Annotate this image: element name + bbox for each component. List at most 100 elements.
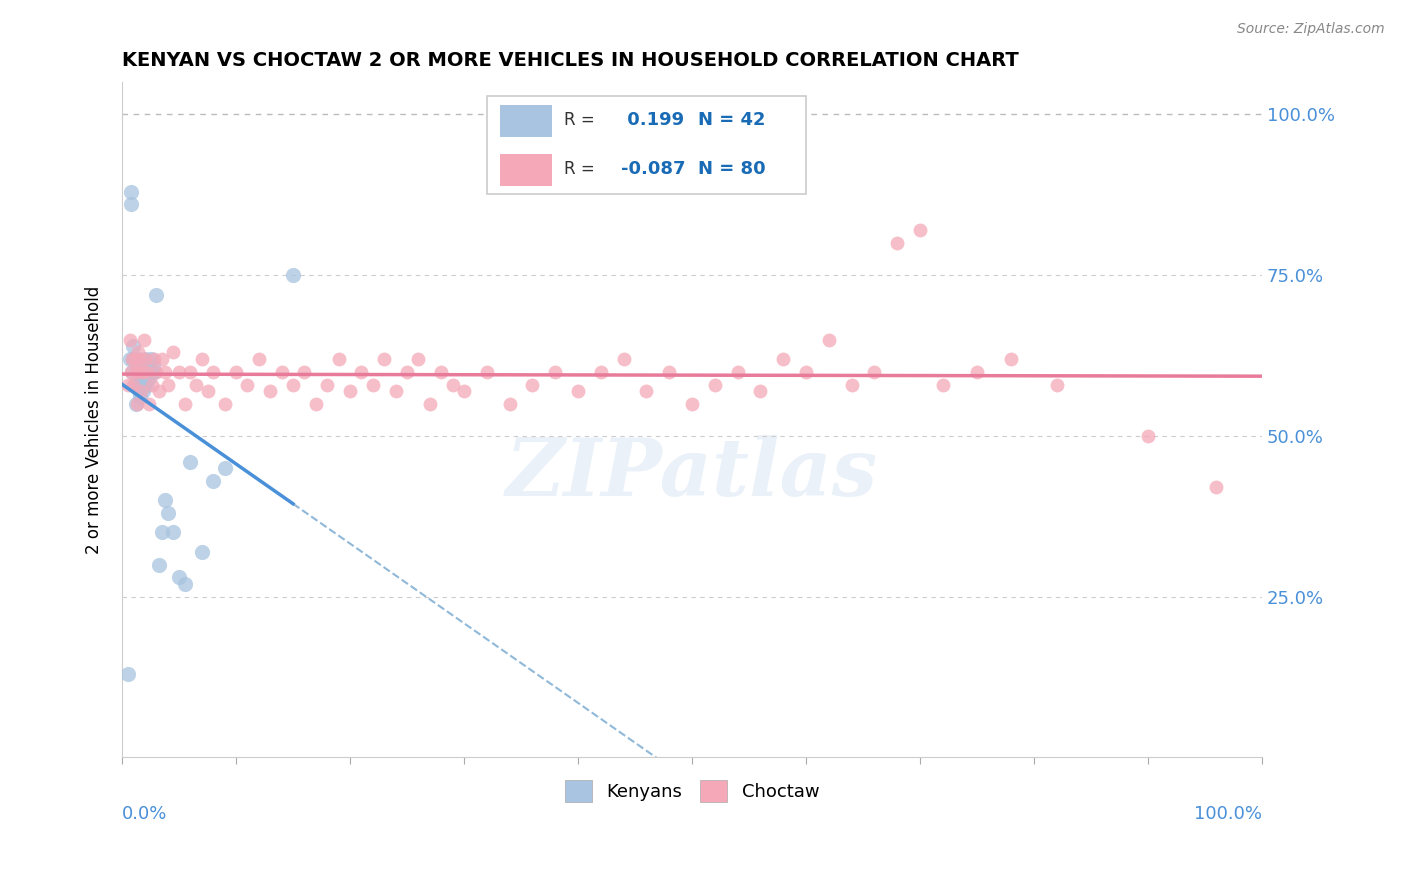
- Point: [794, 365, 817, 379]
- Text: 0.199: 0.199: [621, 112, 685, 129]
- Point: [120, 185, 142, 199]
- Point: [145, 365, 167, 379]
- Point: [117, 666, 139, 681]
- Point: [132, 333, 155, 347]
- Point: [125, 365, 148, 379]
- Legend: Kenyans, Choctaw: Kenyans, Choctaw: [557, 772, 827, 809]
- FancyBboxPatch shape: [486, 95, 806, 194]
- Point: [121, 351, 143, 366]
- Point: [1136, 429, 1159, 443]
- Point: [419, 397, 441, 411]
- Text: -0.087: -0.087: [621, 161, 686, 178]
- Point: [125, 365, 148, 379]
- Point: [281, 268, 304, 283]
- Point: [589, 365, 612, 379]
- Point: [316, 377, 339, 392]
- Point: [179, 365, 201, 379]
- Point: [167, 365, 190, 379]
- Point: [886, 236, 908, 251]
- Point: [681, 397, 703, 411]
- Point: [134, 351, 156, 366]
- Point: [128, 365, 150, 379]
- Point: [150, 351, 173, 366]
- Point: [125, 397, 148, 411]
- Point: [120, 197, 142, 211]
- Point: [658, 365, 681, 379]
- Point: [191, 544, 214, 558]
- Text: ZIPatlas: ZIPatlas: [506, 435, 877, 513]
- Point: [328, 351, 350, 366]
- Point: [408, 351, 430, 366]
- Point: [134, 351, 156, 366]
- Point: [138, 397, 160, 411]
- Point: [259, 384, 281, 398]
- Point: [236, 377, 259, 392]
- Point: [453, 384, 475, 398]
- Point: [128, 384, 150, 398]
- Point: [727, 365, 749, 379]
- Point: [191, 351, 214, 366]
- Point: [127, 345, 149, 359]
- Point: [142, 358, 165, 372]
- Point: [863, 365, 886, 379]
- Point: [129, 351, 152, 366]
- Point: [613, 351, 636, 366]
- Point: [127, 377, 149, 392]
- Point: [498, 397, 520, 411]
- Point: [118, 333, 141, 347]
- Point: [441, 377, 464, 392]
- Point: [966, 365, 988, 379]
- Point: [395, 365, 418, 379]
- Text: N = 80: N = 80: [697, 161, 765, 178]
- Point: [384, 384, 406, 398]
- Point: [145, 287, 167, 301]
- Point: [567, 384, 589, 398]
- Point: [136, 365, 159, 379]
- FancyBboxPatch shape: [501, 104, 551, 137]
- Text: Source: ZipAtlas.com: Source: ZipAtlas.com: [1237, 22, 1385, 37]
- Point: [124, 377, 146, 392]
- Point: [361, 377, 384, 392]
- Point: [749, 384, 772, 398]
- Point: [202, 365, 225, 379]
- Point: [148, 384, 170, 398]
- Point: [122, 351, 145, 366]
- Point: [150, 525, 173, 540]
- Point: [120, 365, 142, 379]
- Point: [156, 377, 179, 392]
- Point: [131, 365, 153, 379]
- Point: [1000, 351, 1022, 366]
- Point: [117, 377, 139, 392]
- Point: [247, 351, 270, 366]
- Point: [1205, 480, 1227, 494]
- Point: [129, 390, 152, 404]
- Point: [167, 570, 190, 584]
- Point: [636, 384, 658, 398]
- Point: [156, 506, 179, 520]
- Point: [124, 351, 146, 366]
- Point: [118, 351, 141, 366]
- Point: [131, 365, 153, 379]
- Point: [544, 365, 567, 379]
- Point: [131, 384, 153, 398]
- Point: [908, 223, 931, 237]
- Point: [139, 351, 162, 366]
- Point: [148, 558, 170, 572]
- Point: [129, 377, 152, 392]
- Point: [141, 377, 163, 392]
- Point: [121, 365, 143, 379]
- Point: [125, 351, 148, 366]
- Point: [772, 351, 794, 366]
- Point: [373, 351, 395, 366]
- Text: R =: R =: [564, 161, 600, 178]
- Text: R =: R =: [564, 112, 600, 129]
- Point: [817, 333, 839, 347]
- Point: [132, 377, 155, 392]
- Text: N = 42: N = 42: [697, 112, 765, 129]
- Point: [162, 345, 184, 359]
- Point: [128, 365, 150, 379]
- Point: [305, 397, 328, 411]
- Point: [841, 377, 863, 392]
- Point: [186, 377, 208, 392]
- Point: [214, 397, 236, 411]
